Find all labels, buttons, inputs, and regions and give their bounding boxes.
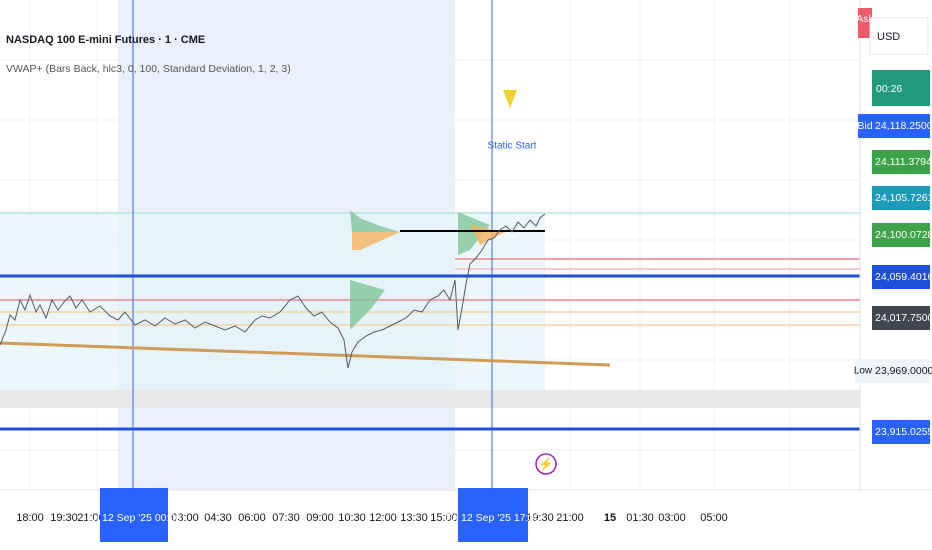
price-label: 24,118.250000000: [875, 120, 932, 132]
time-axis: 18:00 19:30 21:00 03:00 04:30 06:00 07:30 09:00…: [16, 512, 728, 524]
time-label: 04:30: [204, 512, 232, 524]
price-label: 23,915.025577999: [875, 426, 932, 438]
price-label: 24,111.379453906: [875, 156, 932, 168]
price-badge: [872, 359, 930, 383]
cursor-time: Fri 12 Sep '25 17:20: [446, 512, 540, 524]
time-label: 03:00: [658, 512, 686, 524]
low-badge: [855, 359, 872, 383]
time-label: 01:30: [626, 512, 654, 524]
static-start-marker: [503, 90, 517, 108]
price-badge: [872, 150, 930, 174]
chart-title: NASDAQ 100 E-mini Futures · 1 · CME: [6, 34, 205, 46]
time-label: 06:00: [238, 512, 266, 524]
price-line: [0, 213, 546, 369]
price-label: 24,100.072877511: [875, 229, 932, 241]
volume-profile: [352, 232, 400, 250]
event-icon[interactable]: [535, 453, 557, 475]
price-badge: [872, 223, 930, 247]
vwap-band-shade: [0, 212, 545, 392]
bid-badge: [858, 114, 872, 138]
low-label: Low: [854, 366, 873, 377]
volume-profile: [350, 210, 400, 232]
time-label: 21:00: [556, 512, 584, 524]
currency: USD: [877, 31, 900, 43]
cursor-badge: [458, 488, 528, 542]
time-label: 03:00: [171, 512, 199, 524]
bid-label: Bid: [857, 120, 872, 132]
time-label: 19:30: [50, 512, 78, 524]
ask-badge: [858, 8, 872, 38]
price-label: 24,059.401618293: [875, 271, 932, 283]
time-label: 13:30: [400, 512, 428, 524]
time-label: 12:00: [369, 512, 397, 524]
price-label: 24,017.750000000: [875, 312, 932, 324]
price-badge: [872, 186, 930, 210]
currency-box[interactable]: [869, 17, 929, 55]
volume-profile: [350, 280, 385, 330]
volume-profile: [458, 212, 490, 255]
trend-line: [0, 341, 611, 367]
time-label: 15:00: [430, 512, 458, 524]
time-label: 10:30: [338, 512, 366, 524]
time-label: 15: [604, 512, 616, 524]
cursor-time: Fri 12 Sep '25 00:00: [87, 512, 181, 524]
time-label: 18:00: [16, 512, 44, 524]
time-label: 05:00: [700, 512, 728, 524]
event-icon-glyph: ⚡: [539, 457, 554, 471]
price-badge: [872, 114, 930, 138]
price-badge: [872, 420, 930, 444]
time-label: 19:30: [526, 512, 554, 524]
price-label: 23,969.000000000: [875, 365, 932, 377]
time-label: 07:30: [272, 512, 300, 524]
price-badge: [872, 306, 930, 330]
gray-band: [0, 390, 860, 408]
time-label: 09:00: [306, 512, 334, 524]
indicator-label: VWAP+ (Bars Back, hlc3, 0, 100, Standard…: [6, 63, 291, 75]
annotation: Static Start: [488, 141, 537, 152]
countdown: 00:26: [876, 83, 902, 95]
cursor-badge: [100, 488, 168, 542]
price-label: 24,105.726165708: [875, 192, 932, 204]
price-badge: [872, 265, 930, 289]
time-label: 21:00: [77, 512, 105, 524]
countdown-badge: [872, 70, 930, 106]
